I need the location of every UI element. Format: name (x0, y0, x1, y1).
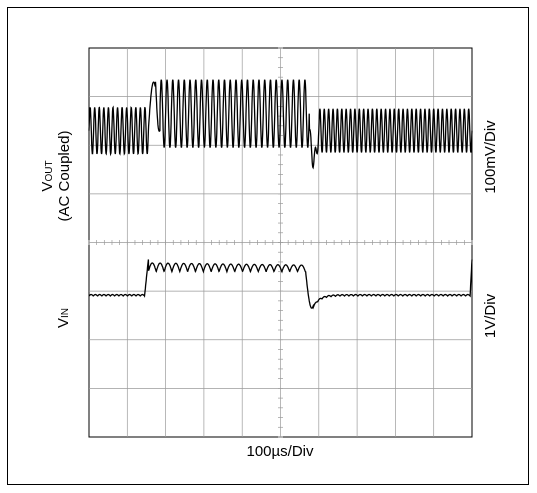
vin-scale-text: 1V/Div (482, 293, 499, 338)
vin-label-sub: IN (60, 308, 71, 318)
vout-scale-label: 100mV/Div (482, 120, 499, 194)
graticule (88, 47, 473, 438)
vout-axis-label: VOUT (AC Coupled) (39, 131, 73, 222)
x-axis-label: 100µs/Div (246, 443, 314, 460)
vin-label-main: V (55, 318, 72, 328)
vin-trace (88, 259, 473, 310)
vout-label-sub: OUT (44, 160, 55, 181)
figure-frame (7, 7, 529, 485)
traces (88, 79, 473, 310)
svg-text:VIN: VIN (55, 308, 72, 328)
vout-label-main: V (39, 182, 56, 192)
vin-axis-label: VIN (55, 308, 72, 328)
vout-label-line2: (AC Coupled) (56, 131, 73, 222)
vout-scale-text: 100mV/Div (482, 120, 499, 194)
vout-trace (88, 79, 473, 170)
svg-text:VOUT: VOUT (39, 160, 56, 191)
vin-scale-label: 1V/Div (482, 293, 499, 338)
